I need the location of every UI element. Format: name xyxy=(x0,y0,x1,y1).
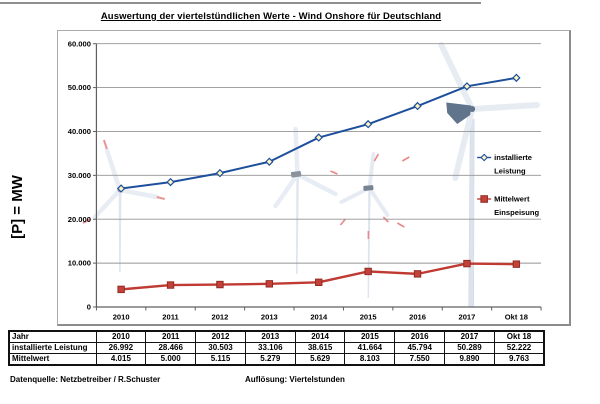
x-tick-label: Okt 18 xyxy=(505,312,528,321)
table-row: Jahr 2010 2011 2012 2013 2014 2015 2016 2017 Okt … xyxy=(8,330,545,343)
table-cell: 9.763 xyxy=(493,353,545,366)
table-cell: 5.629 xyxy=(294,353,346,366)
x-tick-label: 2013 xyxy=(261,312,278,321)
table-cell: 5.279 xyxy=(244,353,296,366)
table-cell: 45.794 xyxy=(394,342,446,354)
y-tick-label: 20.000 xyxy=(68,215,91,224)
table-cell: 52.222 xyxy=(493,342,545,354)
legend-label: Einspeisung xyxy=(494,208,539,217)
x-tick-label: 2015 xyxy=(360,312,377,321)
table-cell: 7.550 xyxy=(394,353,446,366)
legend-marker-mittelwert xyxy=(480,195,488,203)
table-cell: 41.664 xyxy=(344,342,396,354)
data-point-marker xyxy=(413,270,422,278)
x-tick-label: 2016 xyxy=(409,312,426,321)
chart-legend: installierte Leistung Mittelwert Einspei… xyxy=(477,153,540,217)
y-tick-label: 50.000 xyxy=(68,83,91,92)
wind-turbine-graphics xyxy=(82,42,541,308)
data-point-marker xyxy=(265,280,274,288)
data-point-marker xyxy=(315,278,323,286)
table-cell: 50.289 xyxy=(444,342,495,354)
wind-turbine-icon xyxy=(273,126,338,274)
y-tick-label: 10.000 xyxy=(68,259,91,268)
table-cell: 2013 xyxy=(244,330,296,343)
gridlines xyxy=(96,43,542,264)
axes: 0 10.000 20.000 30.000 40.000 50.000 60.000 201… xyxy=(68,39,542,322)
table-cell: 2015 xyxy=(344,330,396,343)
top-divider-rule xyxy=(0,2,481,4)
y-tick-label: 40.000 xyxy=(68,127,91,136)
table-row: installierte Leistung 26.992 28.466 30.503 3… xyxy=(8,342,545,354)
table-cell: 2017 xyxy=(444,330,495,343)
table-cell: 5.115 xyxy=(195,353,246,366)
data-series xyxy=(116,73,521,294)
footer-source-label: Datenquelle: Netzbetreiber / R.Schuster xyxy=(10,375,161,384)
data-point-marker xyxy=(314,133,323,142)
chart-area: 0 10.000 20.000 30.000 40.000 50.000 60.000 201… xyxy=(57,30,571,326)
data-point-marker xyxy=(363,119,373,129)
table-cell: 8.103 xyxy=(344,353,396,366)
data-point-marker xyxy=(166,281,175,289)
table-cell: Okt 18 xyxy=(493,330,545,343)
footer-resolution-label: Auflösung: Viertelstunden xyxy=(245,375,345,384)
table-row: Mittelwert 4.015 5.000 5.115 5.279 5.629 8.103… xyxy=(8,353,545,366)
table-cell: 4.015 xyxy=(95,353,147,366)
table-cell: 2016 xyxy=(394,330,446,343)
data-point-marker xyxy=(413,101,422,111)
data-point-marker xyxy=(462,82,472,91)
table-cell: 2012 xyxy=(195,330,246,343)
y-tick-label: 30.000 xyxy=(68,171,91,180)
table-cell: 9.890 xyxy=(444,353,495,366)
x-tick-label: 2014 xyxy=(310,312,328,321)
x-tick-label: 2010 xyxy=(113,312,130,321)
y-tick-label: 60.000 xyxy=(68,39,91,48)
table-cell: 2010 xyxy=(95,330,147,343)
data-point-marker xyxy=(116,184,126,193)
legend-label: Mittelwert xyxy=(494,194,530,203)
data-point-marker xyxy=(117,285,125,294)
wind-turbine-icon xyxy=(438,42,541,308)
x-tick-label: 2017 xyxy=(459,312,476,321)
table-cell: 30.503 xyxy=(195,342,246,354)
table-cell: 33.106 xyxy=(244,342,296,354)
data-point-marker xyxy=(512,73,521,83)
chart-svg: 0 10.000 20.000 30.000 40.000 50.000 60.000 201… xyxy=(68,39,542,322)
table-cell: 2014 xyxy=(294,330,346,343)
legend-label: Leistung xyxy=(494,166,526,175)
x-tick-label: 2011 xyxy=(162,312,178,321)
wind-turbine-icon xyxy=(82,139,166,272)
table-row-header: Mittelwert xyxy=(8,353,97,366)
table-cell: 26.992 xyxy=(95,342,147,354)
y-axis-unit-label: [P] = MW xyxy=(9,175,26,239)
table-cell: 38.615 xyxy=(294,342,346,354)
table-row-header: Jahr xyxy=(8,330,97,343)
data-point-marker xyxy=(364,267,372,276)
y-tick-label: 0 xyxy=(87,303,91,312)
data-point-marker xyxy=(265,157,274,166)
table-cell: 28.466 xyxy=(145,342,197,354)
table-cell: 2011 xyxy=(145,330,197,343)
legend-marker-installierte-leistung xyxy=(480,153,489,162)
page-title: Auswertung der viertelstündlichen Werte … xyxy=(100,11,442,22)
table-row-header: installierte Leistung xyxy=(8,342,97,354)
x-tick-label: 2012 xyxy=(212,312,229,321)
data-point-marker xyxy=(215,168,225,178)
table-cell: 5.000 xyxy=(145,353,197,366)
data-table: Jahr 2010 2011 2012 2013 2014 2015 2016 2017 Okt … xyxy=(8,330,546,366)
data-point-marker xyxy=(463,259,471,268)
data-point-marker xyxy=(166,177,175,187)
data-point-marker xyxy=(216,280,224,289)
data-point-marker xyxy=(512,260,521,268)
legend-label: installierte xyxy=(494,153,532,162)
